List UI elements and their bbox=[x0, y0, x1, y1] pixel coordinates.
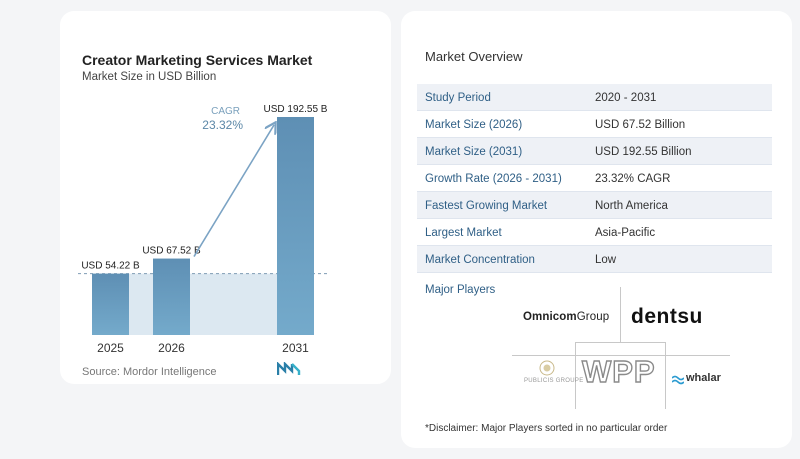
publicis-logo: PUBLICIS GROUPE bbox=[524, 378, 584, 384]
bar-2031 bbox=[277, 117, 314, 335]
cagr-arrow bbox=[193, 125, 274, 257]
bar-data-label: USD 192.55 B bbox=[264, 104, 328, 115]
grid-divider bbox=[575, 342, 666, 343]
publicis-lion-icon bbox=[539, 360, 555, 376]
wpp-logo: WPP bbox=[581, 353, 656, 389]
overview-row: Largest Market Asia-Pacific bbox=[417, 219, 772, 246]
grid-divider bbox=[620, 287, 621, 342]
overview-row-key: Fastest Growing Market bbox=[425, 199, 548, 212]
overview-row-value: USD 192.55 Billion bbox=[595, 145, 692, 158]
bar-2026 bbox=[153, 258, 190, 335]
overview-row: Growth Rate (2026 - 2031) 23.32% CAGR bbox=[417, 165, 772, 192]
overview-row: Market Concentration Low bbox=[417, 246, 772, 273]
overview-row-value: 23.32% CAGR bbox=[595, 172, 671, 185]
bar-data-label: USD 67.52 B bbox=[142, 246, 201, 257]
overview-row-value: 2020 - 2031 bbox=[595, 91, 657, 104]
overview-card bbox=[401, 11, 792, 448]
bar-data-label: USD 54.22 B bbox=[81, 261, 140, 272]
bar-chart: USD 54.22 B 2025 USD 67.52 B 2026 USD 192.55… bbox=[78, 104, 328, 355]
overview-row-key: Study Period bbox=[425, 91, 491, 104]
disclaimer: *Disclaimer: Major Players sorted in no … bbox=[425, 423, 668, 434]
overview-row-key: Largest Market bbox=[425, 226, 502, 239]
source-note: Source: Mordor Intelligence bbox=[82, 366, 217, 378]
cagr-label: CAGR bbox=[211, 106, 240, 117]
mordor-logo-icon bbox=[277, 362, 301, 375]
grid-divider bbox=[512, 355, 730, 356]
overview-row-value: USD 67.52 Billion bbox=[595, 118, 686, 131]
overview-row-key: Market Concentration bbox=[425, 253, 535, 266]
cagr-value: 23.32% bbox=[202, 118, 243, 132]
x-tick-label: 2031 bbox=[282, 341, 309, 355]
overview-row-value: North America bbox=[595, 199, 668, 212]
overview-title: Market Overview bbox=[425, 49, 523, 64]
major-players-title: Major Players bbox=[425, 284, 496, 296]
overview-row: Market Size (2026) USD 67.52 Billion bbox=[417, 111, 772, 138]
x-tick-label: 2025 bbox=[97, 341, 124, 355]
omnicom-logo: OmnicomGroup bbox=[523, 311, 610, 323]
overview-row: Market Size (2031) USD 192.55 Billion bbox=[417, 138, 772, 165]
overview-row-value: Low bbox=[595, 253, 617, 266]
overview-row-key: Growth Rate (2026 - 2031) bbox=[425, 172, 562, 185]
overview-row: Study Period 2020 - 2031 bbox=[417, 84, 772, 111]
overview-row-value: Asia-Pacific bbox=[595, 226, 656, 239]
dentsu-logo: dentsu bbox=[631, 305, 703, 328]
whalar-logo: whalar bbox=[686, 372, 721, 384]
grid-divider bbox=[665, 342, 666, 409]
chart-subtitle: Market Size in USD Billion bbox=[82, 71, 217, 83]
bar-2025 bbox=[92, 273, 129, 335]
x-tick-label: 2026 bbox=[158, 341, 185, 355]
overview-row-key: Market Size (2031) bbox=[425, 145, 523, 158]
overview-row-key: Market Size (2026) bbox=[425, 118, 523, 131]
whalar-wave-icon bbox=[672, 375, 684, 385]
chart-title: Creator Marketing Services Market bbox=[82, 52, 313, 68]
overview-row: Fastest Growing Market North America bbox=[417, 192, 772, 219]
grid-divider bbox=[575, 342, 576, 409]
